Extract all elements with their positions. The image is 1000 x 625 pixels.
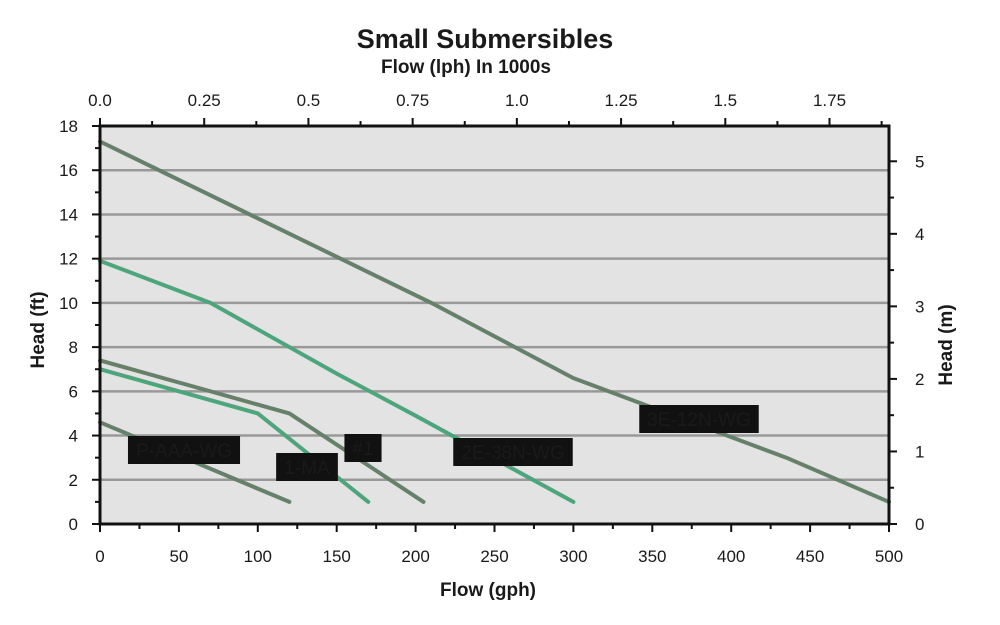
y2-tick-label: 3 xyxy=(915,297,924,316)
axis-ticks: 0 50 100 150 200 250 300 350 400 450 5000246810121… xyxy=(59,91,924,566)
series-label-3: 2E-38N-WG xyxy=(453,438,573,466)
series-label-0: P-AAA-WG xyxy=(127,436,241,464)
x-tick-label: 50 xyxy=(169,547,188,566)
y-axis-label: Head (ft) xyxy=(28,291,49,368)
x2-tick-label: 1.75 xyxy=(813,91,846,110)
series-label-box xyxy=(276,453,338,481)
series-label-box xyxy=(453,438,573,466)
grid-lines xyxy=(100,168,889,482)
y-tick-label: 10 xyxy=(59,294,78,313)
x2-tick-label: 1.0 xyxy=(505,91,529,110)
x-tick-label: 250 xyxy=(480,547,508,566)
x-tick-label: 200 xyxy=(401,547,429,566)
x2-tick-label: 0.25 xyxy=(188,91,221,110)
x-tick-label: 400 xyxy=(717,547,745,566)
x-tick-label: 150 xyxy=(323,547,351,566)
y-tick-label: 18 xyxy=(59,117,78,136)
series-label-box xyxy=(344,434,382,462)
y2-tick-label: 1 xyxy=(915,442,924,461)
series-label-1: 1-MA xyxy=(276,453,338,481)
y2-axis-label: Head (m) xyxy=(936,304,957,385)
series-label-text: #1 xyxy=(352,439,373,460)
series-labels: P-AAA-WG 1-MA #1 2E-38N-WG 3E-12N-WG xyxy=(127,405,759,481)
y-tick-label: 8 xyxy=(69,338,78,357)
series-label-text: 3E-12N-WG xyxy=(647,410,750,431)
y2-tick-label: 2 xyxy=(915,370,924,389)
series-label-2: #1 xyxy=(344,434,382,462)
series-label-box xyxy=(127,436,241,464)
chart-subtitle: Flow (lph) In 1000s xyxy=(381,57,551,78)
y-tick-label: 16 xyxy=(59,161,78,180)
y2-tick-label: 4 xyxy=(915,225,924,244)
x-tick-label: 0 xyxy=(95,547,104,566)
series-line-4 xyxy=(98,139,891,504)
y2-tick-label: 5 xyxy=(915,152,924,171)
y-tick-label: 14 xyxy=(59,205,78,224)
series-label-text: 1-MA xyxy=(284,458,330,479)
x-tick-label: 350 xyxy=(638,547,666,566)
series-label-text: P-AAA-WG xyxy=(136,441,232,462)
series-line-2 xyxy=(98,358,426,504)
y-tick-label: 0 xyxy=(69,515,78,534)
x2-tick-label: 0.75 xyxy=(396,91,429,110)
x2-tick-label: 0.5 xyxy=(297,91,321,110)
x2-tick-label: 1.5 xyxy=(713,91,737,110)
x-tick-label: 300 xyxy=(559,547,587,566)
x-tick-label: 500 xyxy=(875,547,903,566)
x2-tick-label: 1.25 xyxy=(605,91,638,110)
chart-title: Small Submersibles xyxy=(357,24,614,54)
y2-tick-label: 0 xyxy=(915,515,924,534)
x-axis-label: Flow (gph) xyxy=(440,580,536,601)
y-tick-label: 6 xyxy=(69,382,78,401)
series-label-text: 2E-38N-WG xyxy=(461,443,564,464)
series-label-box xyxy=(639,405,759,433)
y-tick-label: 4 xyxy=(69,427,78,446)
y-tick-label: 2 xyxy=(69,471,78,490)
x-tick-label: 100 xyxy=(244,547,272,566)
x-tick-label: 450 xyxy=(796,547,824,566)
y-tick-label: 12 xyxy=(59,250,78,269)
x2-tick-label: 0.0 xyxy=(88,91,112,110)
series-label-4: 3E-12N-WG xyxy=(639,405,759,433)
